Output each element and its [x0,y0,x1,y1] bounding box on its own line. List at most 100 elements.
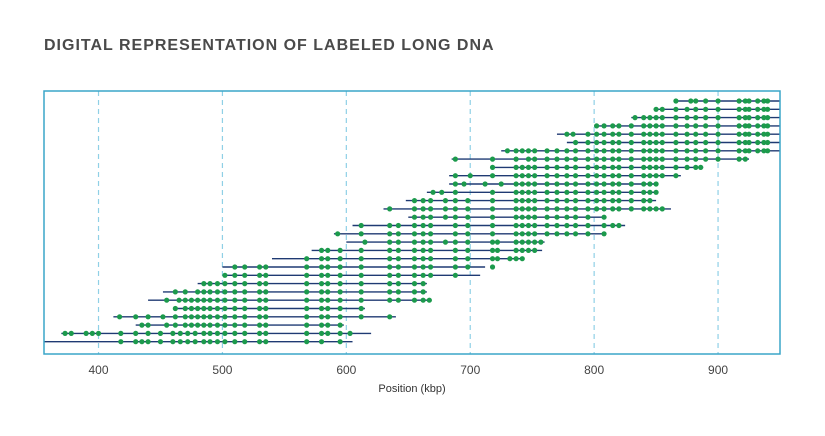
label-point [201,289,207,295]
label-point [628,206,634,212]
label-point [755,123,761,129]
label-point [628,123,634,129]
label-point [172,289,178,295]
label-point [201,297,207,303]
label-point [145,339,151,345]
label-point [420,231,426,237]
label-point [703,139,709,146]
label-point [242,289,248,295]
label-point [222,281,228,287]
label-point [337,264,343,270]
label-point [242,305,248,312]
label-point [395,222,401,229]
label-point [659,156,665,162]
label-point [489,247,496,253]
label-point [601,222,607,229]
label-point [653,139,659,146]
label-point [641,173,647,179]
label-point [465,247,471,253]
label-point [442,239,449,245]
label-point [585,198,591,204]
label-point [318,305,325,312]
label-point [222,314,228,320]
label-point [715,139,721,146]
label-point [736,98,742,104]
label-point [519,164,525,170]
label-point [572,164,579,170]
label-point [185,330,191,336]
label-point [659,173,665,179]
label-point [325,297,331,303]
label-point [420,272,426,278]
label-point [628,164,634,170]
label-point [358,314,364,320]
label-point [746,115,752,121]
x-tick-label-700: 700 [460,363,480,377]
molecule-21 [222,264,496,270]
label-point [325,322,331,328]
label-point [387,256,393,262]
label-point [715,131,721,137]
label-point [525,247,532,253]
label-point [564,131,570,137]
molecule-10 [449,173,681,179]
label-point [118,330,124,336]
label-point [684,139,690,146]
label-point [195,305,201,312]
label-point [641,156,647,162]
label-point [647,115,653,121]
label-point [304,297,310,303]
label-point [673,164,679,170]
label-point [653,206,659,212]
molecule-13 [405,198,657,204]
label-point [659,206,665,212]
label-point [684,156,690,162]
label-point [628,198,634,204]
label-point [207,314,213,320]
label-point [755,106,761,112]
label-point [411,297,418,303]
label-point [489,164,496,170]
label-point [318,264,325,270]
label-point [222,272,228,278]
label-point [157,330,164,336]
label-point [207,281,213,287]
label-point [263,297,269,303]
label-point [616,181,622,187]
molecule-23 [197,281,427,287]
label-point [465,214,471,220]
label-point [427,272,434,278]
label-point [387,297,393,303]
label-point [703,131,709,137]
label-point [387,264,393,270]
label-point [420,239,426,245]
label-point [616,139,622,146]
label-point [494,256,501,262]
label-point [304,289,310,295]
label-point [653,173,659,179]
label-point [513,222,519,229]
label-point [653,123,659,129]
label-point [242,322,248,328]
label-point [610,123,616,129]
label-point [572,222,579,229]
label-point [465,222,471,229]
label-point [761,131,767,137]
label-point [519,214,525,220]
molecule-8 [451,156,750,162]
label-point [594,156,600,162]
label-point [532,239,538,245]
grid-layer [97,91,719,354]
label-point [182,314,188,320]
label-point [427,247,434,253]
label-point [544,231,550,237]
label-point [585,222,591,229]
label-point [610,148,616,154]
label-point [513,173,519,179]
label-point [207,322,213,328]
label-point [452,156,458,162]
label-point [222,305,228,312]
label-point [594,181,600,187]
label-point [659,106,665,112]
label-point [318,281,325,287]
